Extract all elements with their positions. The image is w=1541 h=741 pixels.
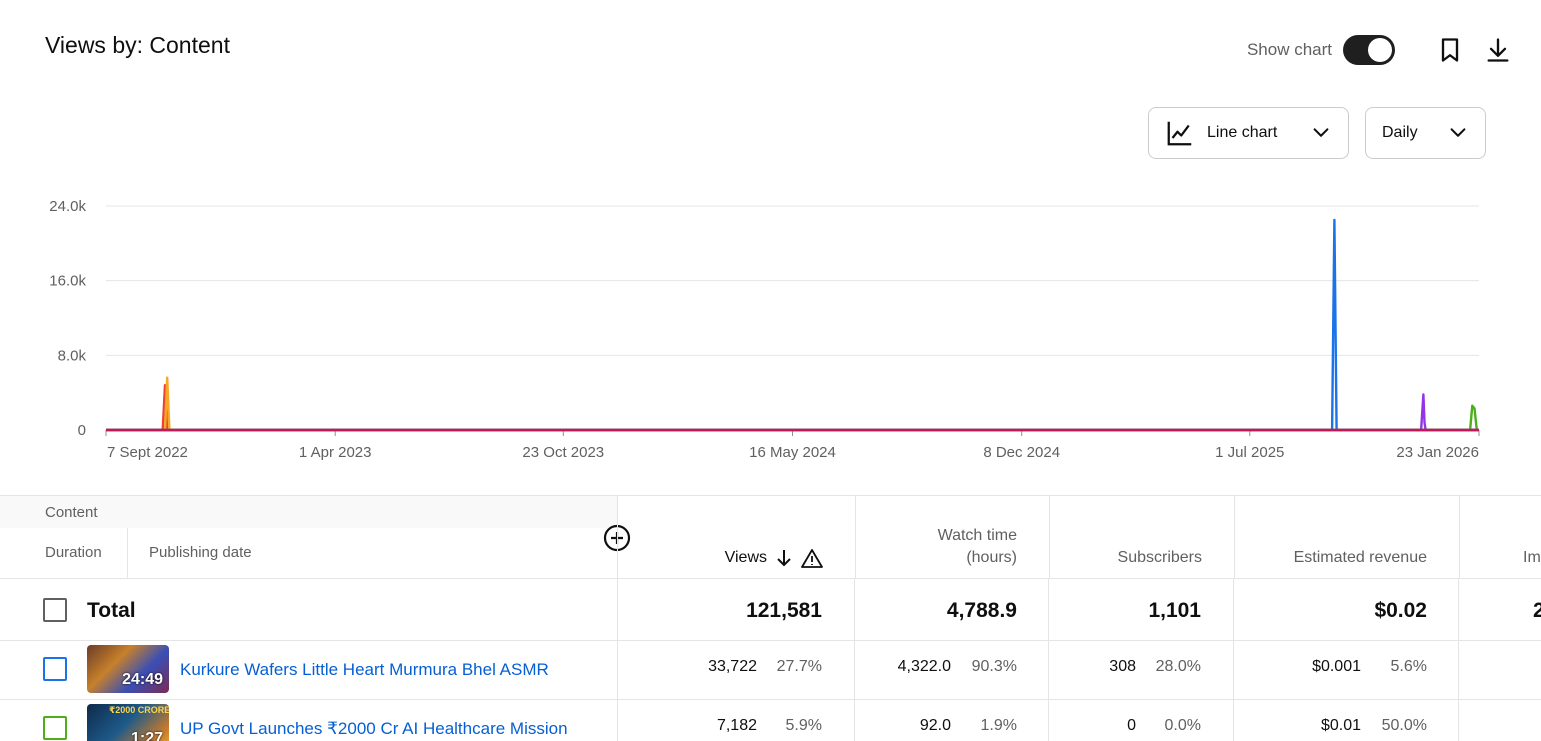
row-watch-pct: 90.3% (971, 658, 1017, 675)
subscribers-header-label: Subscribers (1117, 549, 1202, 566)
row-views-pct: 5.9% (785, 717, 822, 734)
duration-header-label: Duration (45, 544, 102, 561)
x-tick-label: 16 May 2024 (749, 444, 836, 461)
revenue-header-label: Estimated revenue (1293, 549, 1427, 566)
watch-time-header-label: Watch time (937, 527, 1017, 544)
row-revenue: $0.001 (1312, 658, 1361, 675)
row-revenue: $0.01 (1320, 717, 1361, 734)
chevron-down-icon (1450, 128, 1466, 137)
y-tick-label: 8.0k (58, 347, 87, 364)
total-label: Total (87, 599, 136, 622)
row-revenue-pct: 5.6% (1390, 658, 1427, 675)
publishing-date-header-label: Publishing date (149, 544, 252, 561)
column-header-views[interactable]: Views (617, 496, 855, 579)
divider (1458, 578, 1459, 741)
content-header: Content (0, 496, 617, 528)
column-header-subscribers[interactable]: Subscribers (1049, 496, 1234, 579)
row-subs: 0 (1127, 717, 1136, 734)
divider (854, 578, 855, 741)
column-header-watch-time[interactable]: Watch time (hours) (855, 496, 1049, 579)
total-views: 121,581 (746, 599, 822, 622)
x-tick-label: 23 Jan 2026 (1396, 444, 1479, 461)
total-watch-time: 4,788.9 (946, 599, 1017, 622)
toggle-knob (1368, 38, 1392, 62)
x-tick-label: 1 Apr 2023 (299, 444, 372, 461)
sort-down-icon (777, 550, 791, 567)
thumbnail-text: ₹2000 CRORE AI PLAN (109, 705, 169, 715)
divider (1048, 578, 1049, 741)
impressions-header-label: Im (1523, 549, 1541, 566)
line-chart-icon (1167, 121, 1192, 146)
row-watch: 92.0 (919, 717, 951, 734)
x-tick-label: 7 Sept 2022 (107, 444, 188, 461)
row-views: 7,182 (716, 717, 757, 734)
chart-toolbar: Show chart (1247, 30, 1513, 70)
divider (617, 578, 618, 741)
chevron-down-icon (1313, 128, 1329, 137)
period-dropdown[interactable]: Daily (1365, 107, 1486, 159)
show-chart-label: Show chart (1246, 40, 1332, 59)
row-divider (0, 640, 1541, 641)
row-views: 33,722 (708, 658, 757, 675)
total-impressions-partial: 2 (1533, 599, 1541, 622)
x-tick-label: 8 Dec 2024 (983, 444, 1060, 461)
row-divider (0, 699, 1541, 700)
video-duration: 1:27 (130, 730, 163, 741)
bookmark-icon[interactable] (1435, 35, 1465, 65)
page-title: Views by: Content (45, 32, 230, 58)
series-line (106, 383, 1479, 432)
divider (1233, 578, 1234, 741)
chart-type-dropdown[interactable]: Line chart (1148, 107, 1349, 159)
row-checkbox[interactable] (43, 716, 67, 740)
row-watch-pct: 1.9% (980, 717, 1017, 734)
row-views-pct: 27.7% (776, 658, 822, 675)
row-revenue-pct: 50.0% (1381, 717, 1427, 734)
x-tick-label: 1 Jul 2025 (1215, 444, 1284, 461)
period-value: Daily (1382, 124, 1418, 141)
row-subs-pct: 28.0% (1155, 658, 1201, 675)
y-tick-label: 0 (78, 422, 86, 439)
warning-icon[interactable] (801, 548, 823, 568)
row-subs-pct: 0.0% (1164, 717, 1201, 734)
column-header-revenue[interactable]: Estimated revenue (1234, 496, 1459, 579)
series-line (106, 404, 1479, 432)
chart-type-value: Line chart (1207, 124, 1278, 141)
views-line-chart: 24.0k 16.0k 8.0k 0 7 Sept 2022 1 Apr 2023 23 O… (49, 198, 1480, 461)
total-checkbox[interactable] (43, 598, 67, 622)
content-table: Content Duration Publishing date Views W… (0, 495, 1541, 741)
divider (127, 528, 128, 578)
total-revenue: $0.02 (1374, 599, 1427, 622)
watch-time-header-unit: (hours) (966, 549, 1017, 566)
series-line (106, 218, 1479, 432)
views-header-label: Views (724, 549, 767, 566)
x-tick-label: 23 Oct 2023 (522, 444, 604, 461)
content-header-label: Content (45, 504, 98, 521)
series-line (106, 376, 1479, 432)
series-line (106, 393, 1479, 432)
y-tick-label: 16.0k (49, 273, 86, 290)
download-icon[interactable] (1483, 35, 1513, 65)
row-watch: 4,322.0 (897, 658, 951, 675)
row-checkbox[interactable] (43, 657, 67, 681)
column-header-impressions[interactable]: Im (1459, 496, 1541, 579)
row-divider (0, 578, 1541, 579)
row-subs: 308 (1109, 658, 1136, 675)
video-title-link[interactable]: UP Govt Launches ₹2000 Cr AI Healthcare … (180, 719, 568, 738)
video-thumbnail[interactable]: 24:49 (87, 645, 169, 693)
total-subscribers: 1,101 (1148, 599, 1201, 622)
video-thumbnail[interactable]: ₹2000 CRORE AI PLAN 1:27 (87, 704, 169, 741)
y-tick-label: 24.0k (49, 198, 86, 215)
video-title-link[interactable]: Kurkure Wafers Little Heart Murmura Bhel… (180, 660, 549, 679)
video-duration: 24:49 (122, 671, 163, 688)
show-chart-toggle[interactable] (1343, 35, 1395, 65)
